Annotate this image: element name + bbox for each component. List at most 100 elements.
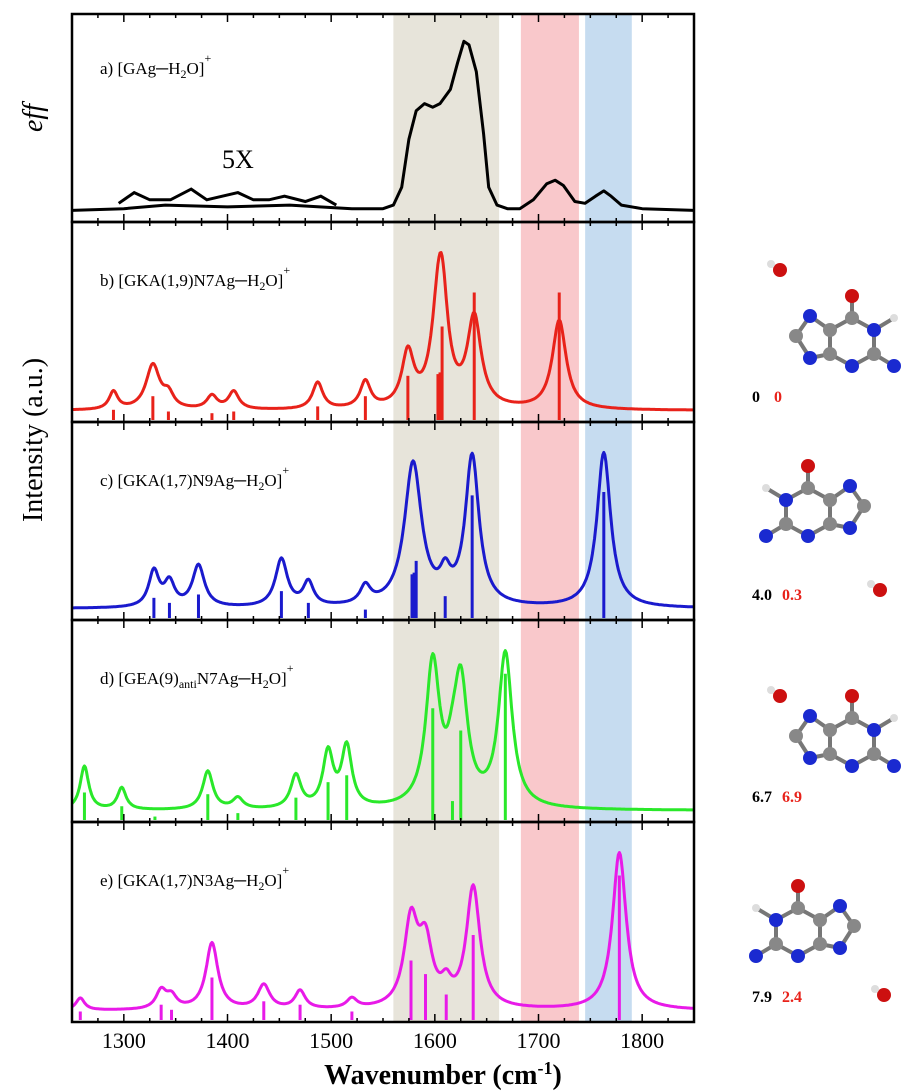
x-tick-label-2: 1500	[309, 1028, 353, 1053]
atom-2	[867, 323, 881, 337]
energy-label-4: 7.9	[752, 989, 772, 1006]
atom-4	[791, 949, 805, 963]
panel-label-part: ─	[234, 271, 248, 290]
panel-label-part: +	[204, 51, 211, 65]
atom-3	[867, 747, 881, 761]
panel-a-y-label: eff	[18, 101, 49, 132]
panel-label-part: O]	[265, 271, 283, 290]
atom-5	[823, 347, 837, 361]
spectra-curves	[70, 39, 695, 1011]
water-oxygen-0	[773, 263, 787, 277]
atom-10	[890, 714, 898, 722]
panel-label-part: H	[246, 871, 258, 890]
atom-7	[847, 919, 861, 933]
molecule-d	[789, 689, 901, 773]
energy-label-rel-4: 2.4	[782, 989, 802, 1006]
spectrum-curve-1	[71, 251, 695, 412]
water-hydrogen-2	[767, 686, 775, 694]
atom-6	[803, 709, 817, 723]
atom-1	[791, 901, 805, 915]
panel-label-1: b) [GKA(1,9)N7Ag─H2O]+	[100, 263, 290, 293]
atom-3	[779, 517, 793, 531]
atom-2	[769, 913, 783, 927]
energy-label-1: 0	[752, 389, 760, 406]
panel-label-part: O]	[264, 871, 282, 890]
atom-4	[845, 759, 859, 773]
water-oxygen-3	[877, 988, 891, 1002]
atom-11	[887, 359, 901, 373]
spectrum-curve-2	[71, 450, 695, 610]
panel-label-part: 2	[258, 479, 264, 493]
atom-8	[803, 351, 817, 365]
panel-label-3: d) [GEA(9)antiN7Ag─H2O]+	[100, 661, 294, 691]
atom-9	[791, 879, 805, 893]
atom-6	[843, 479, 857, 493]
panel-label-part: 2	[181, 67, 187, 81]
panel-label-part: ─	[233, 471, 247, 490]
panel-label-part: ─	[233, 871, 247, 890]
atom-7	[789, 329, 803, 343]
atom-11	[887, 759, 901, 773]
energy-label-rel-2: 0.3	[782, 587, 802, 604]
molecule-e	[749, 879, 861, 963]
spectrum-curve-5x	[117, 187, 338, 207]
water-oxygen-2	[773, 689, 787, 703]
panel-labels: a) [GAg─H2O]+b) [GKA(1,9)N7Ag─H2O]+0 0c) …	[100, 51, 802, 1006]
atom-3	[769, 937, 783, 951]
spectrum-curve-0	[71, 39, 695, 212]
atom-2	[779, 493, 793, 507]
atom-11	[759, 529, 773, 543]
scale-annotation-5x: 5X	[222, 145, 254, 174]
panel-label-part: +	[282, 463, 289, 477]
atom-6	[803, 309, 817, 323]
x-axis-title: Wavenumber (cm-1)	[324, 1058, 562, 1091]
atom-2	[867, 723, 881, 737]
atom-10	[762, 484, 770, 492]
panel-label-part: H	[247, 271, 259, 290]
panel-label-2: c) [GKA(1,7)N9Ag─H2O]+	[100, 463, 289, 493]
x-axis-title-unit-exponent: -1	[538, 1058, 553, 1078]
panel-label-part: O]	[187, 59, 205, 78]
atom-7	[789, 729, 803, 743]
panel-label-part: d) [GEA(9)	[100, 669, 179, 688]
panel-label-part: O]	[269, 669, 287, 688]
panel-label-part: ─	[237, 669, 251, 688]
atom-8	[843, 521, 857, 535]
panel-label-part: e) [GKA(1,7)N3Ag	[100, 871, 235, 890]
atom-0	[823, 323, 837, 337]
atom-9	[801, 459, 815, 473]
panel-label-part: ─	[155, 59, 169, 78]
molecule-c	[759, 459, 871, 543]
atom-8	[803, 751, 817, 765]
atom-1	[801, 481, 815, 495]
molecule-b	[789, 289, 901, 373]
atom-10	[752, 904, 760, 912]
atom-7	[857, 499, 871, 513]
atom-0	[823, 493, 837, 507]
panel-label-part: 2	[258, 879, 264, 893]
energy-label-3: 6.7	[752, 789, 772, 806]
atom-5	[823, 517, 837, 531]
panel-frames	[70, 12, 696, 1024]
molecule-structures	[749, 260, 901, 1002]
panel-label-part: c) [GKA(1,7)N9Ag	[100, 471, 235, 490]
panel-label-4: e) [GKA(1,7)N3Ag─H2O]+	[100, 863, 289, 893]
x-tick-label-1: 1400	[206, 1028, 250, 1053]
atom-0	[813, 913, 827, 927]
atom-9	[845, 289, 859, 303]
atom-8	[833, 941, 847, 955]
panel-label-part: H	[168, 59, 180, 78]
atom-11	[749, 949, 763, 963]
energy-label-rel-3: 6.9	[782, 789, 802, 806]
atom-5	[813, 937, 827, 951]
x-axis-title-main: Wavenumber (cm	[324, 1060, 537, 1091]
atom-5	[823, 747, 837, 761]
x-tick-label-0: 1300	[102, 1028, 146, 1053]
panel-label-part: N7Ag	[197, 669, 239, 688]
x-tick-label-5: 1800	[620, 1028, 664, 1053]
stick-spectra	[78, 292, 621, 1020]
water-hydrogen-1	[867, 580, 875, 588]
x-axis: 1300 1400 1500 1600 1700 1800	[102, 1028, 664, 1053]
energy-label-2: 4.0	[752, 587, 772, 604]
